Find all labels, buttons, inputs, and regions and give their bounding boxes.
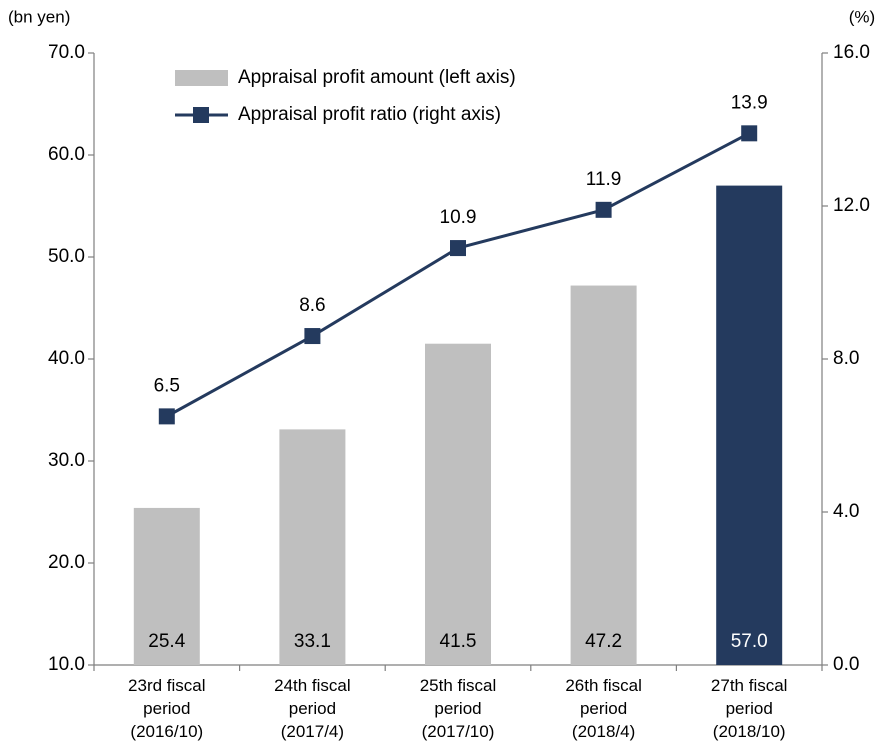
y-tick-label: 40.0	[48, 348, 85, 369]
bar-value-label: 47.2	[585, 631, 622, 652]
point-value-label: 10.9	[440, 207, 477, 228]
bar-value-label: 33.1	[294, 631, 331, 652]
point-value-label: 11.9	[586, 169, 622, 190]
bar-value-label: 41.5	[440, 631, 477, 652]
y-tick-label: 60.0	[48, 144, 85, 165]
point-value-label: 8.6	[299, 295, 325, 316]
line-marker	[450, 240, 466, 257]
y-tick-label: 10.0	[48, 654, 85, 675]
x-tick-label: 25th fiscal period (2017/10)	[420, 676, 497, 741]
legend-label: Appraisal profit amount (left axis)	[238, 67, 516, 88]
x-tick-label: 26th fiscal period (2018/4)	[565, 676, 642, 741]
bar	[425, 343, 491, 665]
bar	[133, 507, 200, 665]
point-value-label: 13.9	[731, 92, 768, 113]
y-tick-label: 30.0	[48, 450, 85, 471]
y2-tick-label: 16.0	[833, 42, 870, 63]
y2-axis-label: (%)	[849, 7, 875, 26]
bar-value-label: 57.0	[731, 631, 768, 652]
line-marker	[304, 328, 321, 345]
y-tick-label: 20.0	[48, 552, 85, 573]
x-tick-label: 23rd fiscal period (2016/10)	[128, 676, 205, 741]
y2-tick-label: 4.0	[833, 501, 859, 522]
legend-marker	[193, 107, 209, 123]
legend-swatch	[175, 70, 228, 86]
line-marker	[595, 201, 612, 218]
y2-tick-label: 8.0	[833, 348, 859, 369]
y-tick-label: 70.0	[48, 42, 85, 63]
bar-value-label: 25.4	[148, 631, 185, 652]
point-value-label: 6.5	[154, 375, 180, 396]
line-marker	[741, 125, 758, 142]
y2-tick-label: 0.0	[833, 654, 859, 675]
y2-tick-label: 12.0	[833, 195, 870, 216]
y-tick-label: 50.0	[48, 246, 85, 267]
legend-label: Appraisal profit ratio (right axis)	[238, 104, 501, 125]
bar	[279, 429, 346, 665]
x-tick-label: 24th fiscal period (2017/4)	[274, 676, 351, 741]
bar	[716, 185, 783, 665]
y-axis-label: (bn yen)	[8, 7, 70, 26]
bar	[570, 285, 637, 665]
x-tick-label: 27th fiscal period (2018/10)	[711, 676, 788, 741]
line-marker	[158, 408, 175, 425]
